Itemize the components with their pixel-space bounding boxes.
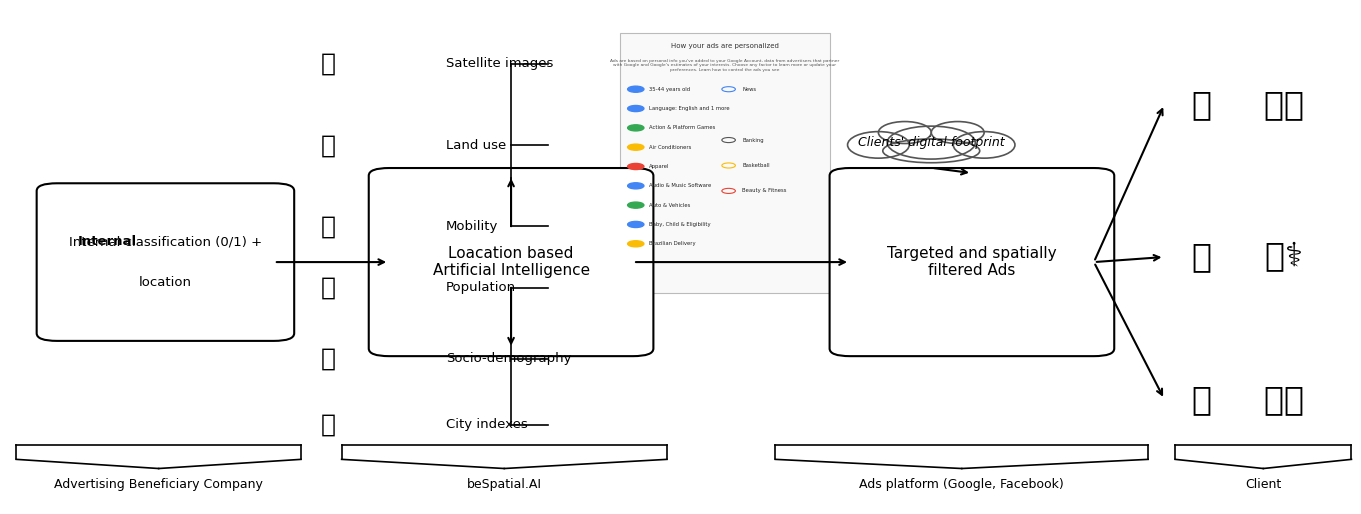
Ellipse shape <box>887 126 976 159</box>
Text: Apparel: Apparel <box>649 164 670 169</box>
Text: Internal classification (0/1) +: Internal classification (0/1) + <box>69 235 263 248</box>
Text: Mobility: Mobility <box>446 220 498 233</box>
Text: 👩‍💼: 👩‍💼 <box>1263 88 1304 121</box>
Text: location: location <box>139 276 192 289</box>
Text: 🚗: 🚗 <box>321 214 336 238</box>
Text: Population: Population <box>446 281 516 294</box>
Text: Beauty & Fitness: Beauty & Fitness <box>742 189 787 193</box>
Text: 🧑‍⚕️: 🧑‍⚕️ <box>1264 241 1302 273</box>
Text: Brazilian Delivery: Brazilian Delivery <box>649 241 695 246</box>
Text: Internal: Internal <box>78 235 136 248</box>
FancyBboxPatch shape <box>619 33 830 292</box>
Text: Banking: Banking <box>742 138 764 142</box>
Text: beSpatial.AI: beSpatial.AI <box>467 478 542 491</box>
Circle shape <box>627 125 644 131</box>
Text: 35-44 years old: 35-44 years old <box>649 87 690 91</box>
Circle shape <box>627 222 644 228</box>
Text: Advertising Beneficiary Company: Advertising Beneficiary Company <box>54 478 263 491</box>
Text: 📊: 📊 <box>321 346 336 371</box>
Text: Loacation based
Artificial Intelligence: Loacation based Artificial Intelligence <box>433 246 589 278</box>
FancyBboxPatch shape <box>37 183 294 341</box>
Text: 🖥️: 🖥️ <box>1192 241 1213 273</box>
Text: Basketball: Basketball <box>742 163 770 168</box>
Ellipse shape <box>878 121 931 143</box>
Circle shape <box>627 105 644 112</box>
Text: Language: English and 1 more: Language: English and 1 more <box>649 106 729 111</box>
Ellipse shape <box>883 139 980 163</box>
FancyBboxPatch shape <box>830 168 1115 356</box>
Text: Ads platform (Google, Facebook): Ads platform (Google, Facebook) <box>859 478 1064 491</box>
Circle shape <box>627 144 644 150</box>
Text: Auto & Vehicles: Auto & Vehicles <box>649 203 690 208</box>
Ellipse shape <box>953 132 1015 158</box>
Text: Targeted and spatially
filtered Ads: Targeted and spatially filtered Ads <box>887 246 1056 278</box>
Text: Audio & Music Software: Audio & Music Software <box>649 183 712 188</box>
Text: Internal: Internal <box>78 235 136 248</box>
Text: 🛰: 🛰 <box>321 52 336 76</box>
Text: City indexes: City indexes <box>446 418 528 431</box>
Circle shape <box>627 241 644 247</box>
Text: 🖥️: 🖥️ <box>1192 383 1213 416</box>
Text: Client: Client <box>1245 478 1282 491</box>
Text: 🖥️: 🖥️ <box>1192 88 1213 121</box>
Text: Socio-demography: Socio-demography <box>446 352 572 365</box>
Ellipse shape <box>931 121 984 143</box>
Circle shape <box>627 183 644 189</box>
Text: Satellite images: Satellite images <box>446 57 554 70</box>
Text: Ads are based on personal info you've added to your Google Account, data from ad: Ads are based on personal info you've ad… <box>610 59 840 72</box>
Ellipse shape <box>848 132 909 158</box>
Text: News: News <box>742 87 757 91</box>
Text: How your ads are personalized: How your ads are personalized <box>671 44 778 49</box>
Circle shape <box>627 202 644 208</box>
Text: Air Conditioners: Air Conditioners <box>649 144 691 150</box>
Text: 👥: 👥 <box>321 276 336 300</box>
Text: Clients' digital footprint: Clients' digital footprint <box>857 136 1004 149</box>
Text: Baby, Child & Eligibility: Baby, Child & Eligibility <box>649 222 710 227</box>
Text: 🏙️: 🏙️ <box>321 413 336 437</box>
Text: 🗺️: 🗺️ <box>321 133 336 157</box>
FancyBboxPatch shape <box>369 168 653 356</box>
Circle shape <box>627 86 644 93</box>
Text: 🧑‍🌾: 🧑‍🌾 <box>1263 383 1304 416</box>
Circle shape <box>627 163 644 170</box>
Text: Land use: Land use <box>446 139 506 152</box>
Text: Action & Platform Games: Action & Platform Games <box>649 125 716 131</box>
